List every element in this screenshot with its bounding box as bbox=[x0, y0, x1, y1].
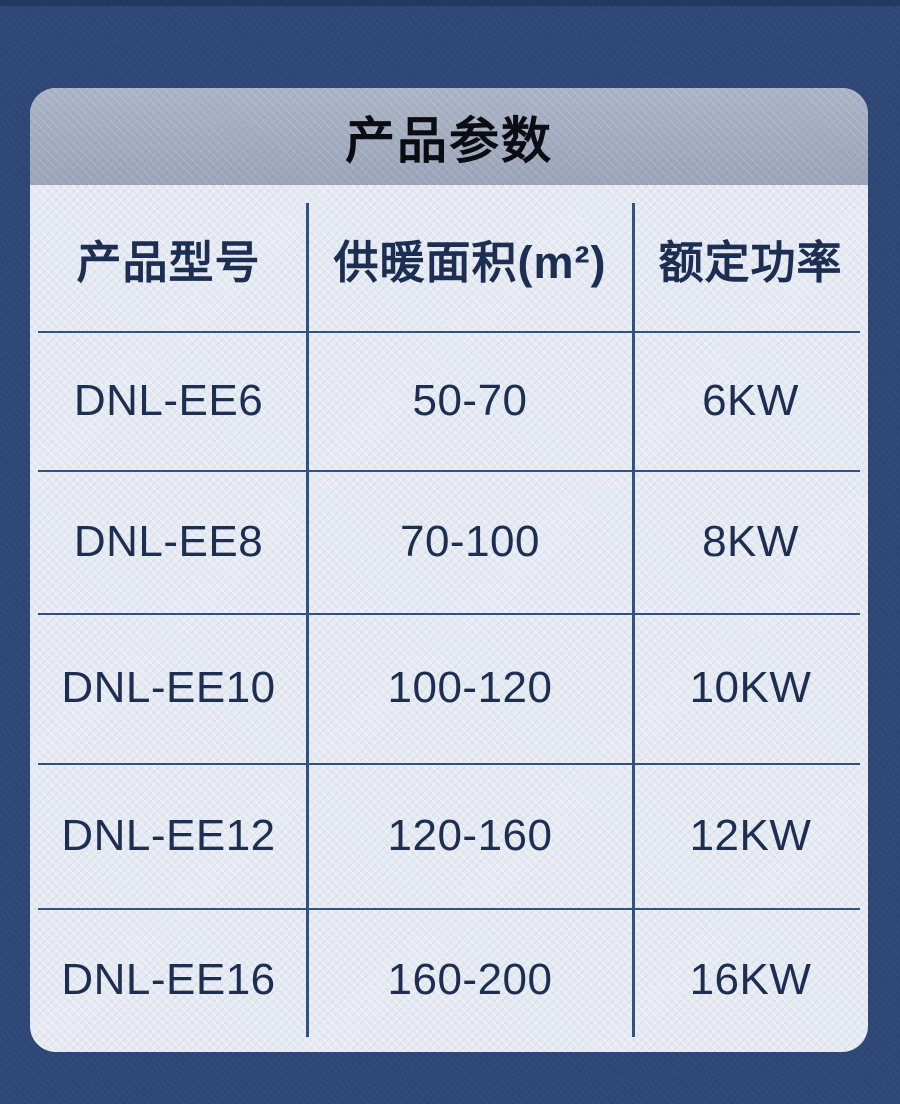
cell-area: 100-120 bbox=[387, 663, 553, 712]
cell-power: 10KW bbox=[689, 663, 812, 712]
cell-area: 70-100 bbox=[399, 516, 540, 566]
spec-card: 产品参数 产品型号 供暖面积(m²) 额定功率 DNL-EE6 50-70 6K… bbox=[30, 88, 868, 1052]
cell-power: 16KW bbox=[689, 955, 812, 1004]
column-header-model: 产品型号 bbox=[76, 236, 261, 288]
cell-model: DNL-EE8 bbox=[73, 516, 264, 566]
cell-model: DNL-EE6 bbox=[73, 375, 264, 425]
column-header-power: 额定功率 bbox=[658, 236, 843, 288]
row-divider bbox=[38, 613, 860, 615]
cell-area: 50-70 bbox=[412, 375, 528, 425]
cell-model: DNL-EE10 bbox=[61, 663, 276, 712]
row-divider bbox=[38, 470, 860, 472]
cell-area: 160-200 bbox=[387, 955, 553, 1004]
row-divider bbox=[38, 763, 860, 765]
card-title: 产品参数 bbox=[345, 112, 553, 169]
cell-power: 6KW bbox=[702, 375, 799, 425]
column-divider bbox=[306, 203, 309, 1037]
cell-power: 12KW bbox=[689, 810, 812, 860]
column-header-area: 供暖面积(m²) bbox=[333, 236, 607, 288]
cell-model: DNL-EE12 bbox=[61, 810, 276, 860]
row-divider bbox=[38, 908, 860, 910]
spec-table: 产品型号 供暖面积(m²) 额定功率 DNL-EE6 50-70 6KW DNL… bbox=[30, 185, 868, 1052]
cell-power: 8KW bbox=[702, 516, 799, 566]
row-divider bbox=[38, 331, 860, 333]
card-title-band: 产品参数 bbox=[30, 88, 868, 185]
cell-model: DNL-EE16 bbox=[61, 955, 276, 1004]
column-divider bbox=[632, 203, 635, 1037]
cell-area: 120-160 bbox=[387, 810, 553, 860]
top-border-strip bbox=[0, 0, 900, 6]
